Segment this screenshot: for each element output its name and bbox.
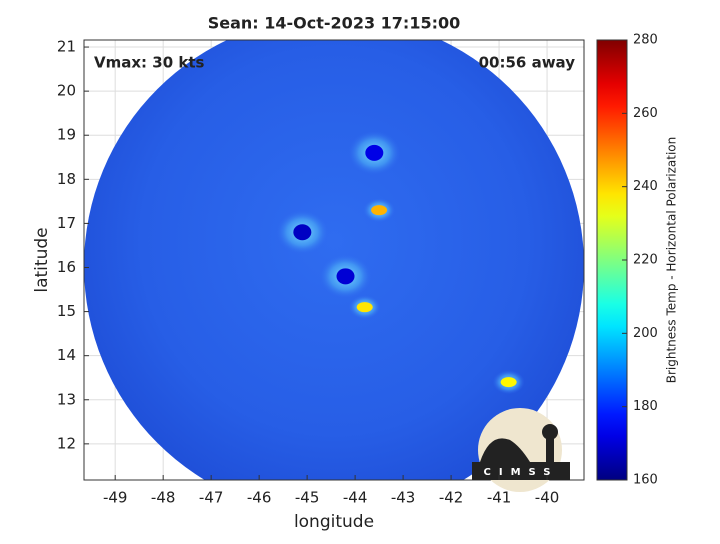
x-tick-label: -45 [295,489,320,507]
x-tick-label: -41 [487,489,512,507]
colorbar-tick-label: 260 [633,106,658,121]
x-tick-label: -43 [391,489,416,507]
x-tick-label: -49 [103,489,128,507]
x-tick-label: -42 [439,489,464,507]
cold-spot [365,144,384,161]
y-tick-label: 17 [57,214,76,232]
x-axis-label: longitude [294,512,374,532]
chart-title: Sean: 14-Oct-2023 17:15:00 [208,14,461,33]
colorbar-tick-label: 160 [633,473,658,488]
colorbar-tick-label: 220 [633,253,658,268]
annotation: Vmax: 30 kts [94,54,204,72]
y-tick-label: 13 [57,390,76,408]
x-tick-label: -44 [343,489,368,507]
y-tick-label: 14 [57,346,76,364]
colorbar-tick-label: 200 [633,326,658,341]
x-tick-label: -40 [535,489,560,507]
x-tick-label: -47 [199,489,224,507]
cold-spot [356,302,373,313]
y-tick-label: 16 [57,258,76,276]
y-tick-label: 21 [57,38,76,56]
annotation: 00:56 away [479,54,576,72]
x-tick-label: -46 [247,489,272,507]
axes-frame [83,39,585,481]
colorbar-tick-label: 240 [633,179,658,194]
y-tick-label: 15 [57,302,76,320]
cold-spot [336,268,355,285]
logo-text: CIMSS [484,467,559,478]
y-tick-label: 12 [57,434,76,452]
y-tick-label: 20 [57,82,76,100]
cold-spot [293,224,312,241]
y-tick-label: 18 [57,170,76,188]
cold-spot [371,205,388,216]
colorbar-label: Brightness Temp - Horizontal Polarizatio… [665,137,679,384]
logo: CIMSS [472,408,570,492]
y-axis-label: latitude [32,227,52,292]
colorbar-tick-label: 180 [633,399,658,414]
x-tick-label: -48 [151,489,176,507]
y-tick-label: 19 [57,126,76,144]
cold-spot [500,377,517,388]
colorbar-tick-label: 280 [633,33,658,48]
